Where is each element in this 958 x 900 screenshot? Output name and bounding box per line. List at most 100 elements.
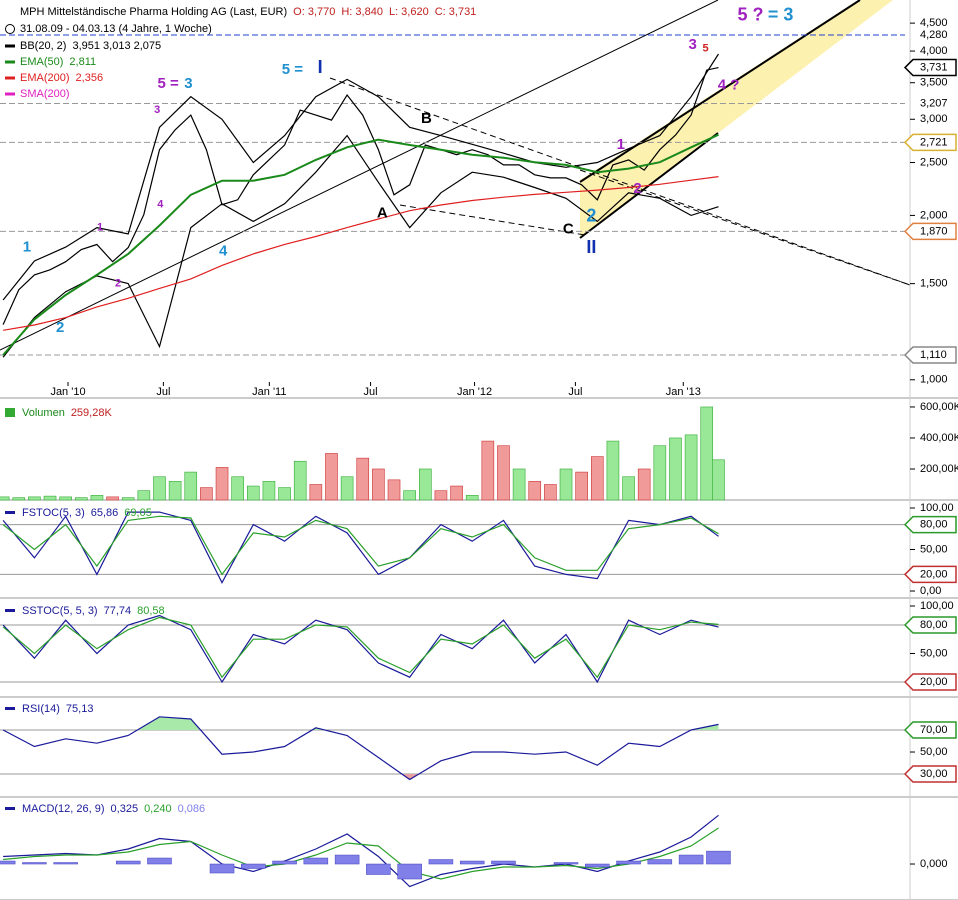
price-box-label: 30,00: [920, 768, 948, 780]
series-line: [2, 53, 720, 301]
price-box-label: 80,00: [920, 518, 948, 530]
wave-label: 3: [184, 75, 192, 92]
series-line: [3, 827, 719, 880]
histogram-bar: [334, 854, 360, 865]
price-box-label: 20,00: [920, 568, 948, 580]
volume-bar: [12, 497, 26, 501]
volume-bar: [309, 484, 323, 501]
volume-bar: [340, 476, 354, 501]
volume-bar: [622, 476, 635, 501]
histogram-bar: [115, 860, 141, 865]
wave-label: I: [318, 57, 323, 77]
price-box-label: 80,00: [920, 619, 948, 631]
wave-label: 2: [633, 180, 641, 197]
channel-line: [579, 0, 861, 183]
series-line: [2, 616, 719, 679]
legend-value: 0,240: [144, 803, 172, 815]
y-tick-label: 2,000: [920, 209, 948, 221]
histogram-bar: [53, 862, 78, 865]
trendline: [329, 77, 911, 286]
volume-bar: [90, 495, 104, 501]
overbought-fill: [3, 716, 719, 731]
legend-icon: [5, 44, 15, 48]
legend-icon: [5, 408, 15, 417]
y-tick-label: 50,00: [920, 543, 948, 555]
histogram-bar: [706, 850, 731, 865]
volume-bar: [544, 484, 557, 501]
oversold-fill: [3, 774, 719, 780]
price-box: [903, 58, 957, 77]
series-line: [2, 614, 719, 684]
legend-name: EMA(50): [20, 56, 63, 68]
legend-icon: [5, 511, 15, 514]
legend-icon: [5, 76, 15, 80]
legend-title: SSTOC(5, 5, 3): [22, 605, 98, 617]
volume-bar: [512, 468, 526, 501]
histogram-bar: [209, 863, 235, 874]
legend-value: 3,951 3,013 2,075: [72, 40, 161, 52]
wave-label: 3: [688, 36, 696, 53]
wave-label: 2: [586, 206, 596, 226]
price-box-label: 1,870: [920, 225, 948, 237]
volume-bar: [231, 476, 244, 501]
price-box: [903, 565, 957, 584]
volume-bar: [246, 485, 260, 501]
y-tick-label: 50,00: [920, 647, 948, 659]
volume-bar: [684, 434, 698, 501]
legend-value: 80,58: [137, 605, 165, 617]
histogram-bar: [22, 862, 47, 865]
price-box: [903, 721, 957, 739]
chart-title: MPH Mittelständische Pharma Holding AG (…: [20, 6, 287, 18]
y-tick-label: 100,00: [920, 600, 954, 612]
y-tick-label: 1,000: [920, 374, 948, 386]
histogram-bar: [0, 860, 16, 865]
price-box-label: 1,110: [920, 349, 947, 361]
volume-bar: [575, 471, 588, 501]
series-line: [2, 133, 719, 356]
price-box-label: 3,731: [920, 61, 948, 73]
volume-bar: [590, 456, 604, 501]
y-tick-label: 200,00K: [920, 463, 958, 475]
volume-bar: [137, 490, 151, 501]
x-tick-label: Jan '13: [666, 386, 701, 398]
histogram-bar: [585, 863, 610, 868]
legend-name: BB(20, 2): [20, 40, 66, 52]
wave-label: 4: [157, 199, 164, 211]
level-label: 3,207: [920, 97, 948, 109]
series-line: [2, 515, 719, 576]
volume-bar: [372, 468, 385, 501]
legend-icon: [5, 807, 15, 810]
price-box: [903, 765, 957, 783]
volume-bar: [497, 445, 510, 501]
legend-value: 75,13: [66, 703, 94, 715]
volume-bar: [387, 479, 401, 501]
y-tick-label: 0,000: [920, 858, 948, 870]
histogram-bar: [647, 859, 673, 865]
volume-bar: [653, 445, 667, 501]
volume-bar: [418, 468, 432, 501]
level-label: 4,280: [920, 29, 948, 41]
wave-label: 2: [115, 278, 121, 290]
ohlc-value: H: 3,840: [341, 6, 383, 18]
wave-label: 5 ?: [738, 5, 764, 25]
volume-bar: [153, 476, 166, 501]
y-tick-label: 100,00: [920, 502, 954, 514]
legend-name: SMA(200): [20, 88, 70, 100]
histogram-bar: [303, 857, 329, 865]
histogram-bar: [678, 854, 704, 865]
y-tick-label: 2,500: [920, 156, 948, 168]
volume-bar: [669, 437, 682, 501]
wave-label: 4 ?: [718, 76, 740, 93]
x-tick-label: Jul: [156, 386, 170, 398]
legend-icon: [5, 92, 15, 96]
y-tick-label: 600,00K: [920, 401, 958, 413]
price-box: [903, 515, 957, 534]
volume-bar: [325, 453, 338, 501]
x-tick-label: Jul: [568, 386, 582, 398]
volume-bar: [712, 459, 725, 501]
volume-bar: [262, 481, 276, 501]
y-tick-label: 1,500: [920, 278, 948, 290]
series-line: [2, 511, 719, 585]
volume-bar: [465, 495, 479, 501]
